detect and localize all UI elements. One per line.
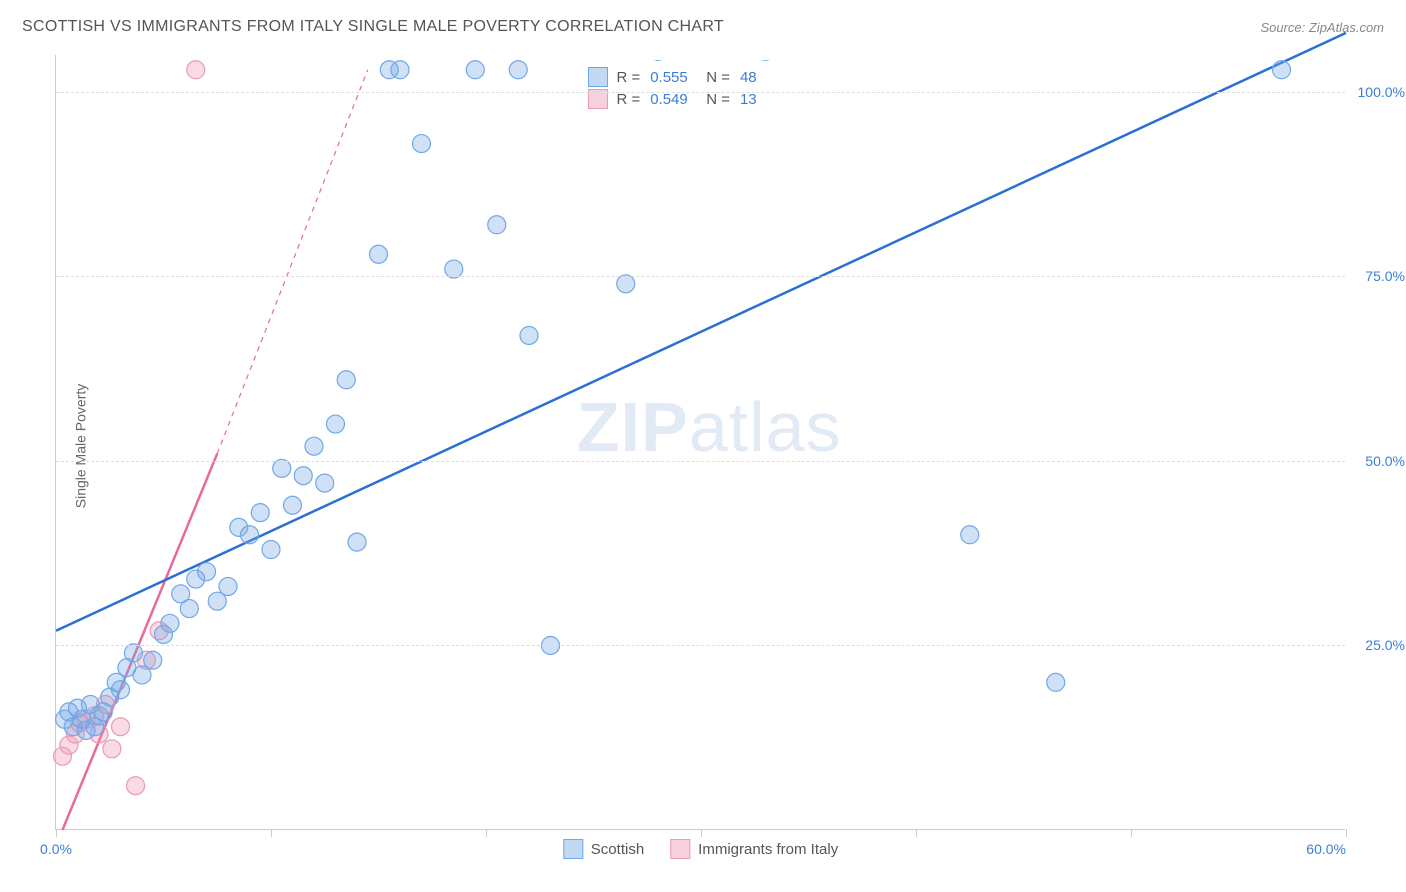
legend-bottom-item: Immigrants from Italy (670, 839, 838, 859)
xtick (271, 829, 272, 837)
point-scottish (466, 61, 484, 79)
point-scottish (219, 577, 237, 595)
point-scottish (294, 467, 312, 485)
chart-title: SCOTTISH VS IMMIGRANTS FROM ITALY SINGLE… (22, 18, 724, 36)
point-italy (103, 740, 121, 758)
point-scottish (124, 644, 142, 662)
point-italy (187, 61, 205, 79)
point-scottish (305, 437, 323, 455)
point-scottish (316, 474, 334, 492)
chart-container: SCOTTISH VS IMMIGRANTS FROM ITALY SINGLE… (0, 0, 1406, 892)
point-scottish (520, 326, 538, 344)
legend-top-row: R = 0.555 N = 48 (588, 67, 768, 87)
point-scottish (961, 526, 979, 544)
xtick (1346, 829, 1347, 837)
point-scottish (262, 541, 280, 559)
legend-top: R = 0.555 N = 48 R = 0.549 N = 13 (578, 61, 778, 117)
legend-r-value: 0.555 (650, 69, 698, 86)
xtick (486, 829, 487, 837)
source-label: Source: ZipAtlas.com (1260, 20, 1384, 35)
ytick-label: 100.0% (1358, 84, 1405, 100)
point-scottish (180, 600, 198, 618)
point-scottish (241, 526, 259, 544)
point-scottish (327, 415, 345, 433)
legend-n-value: 13 (740, 91, 768, 108)
legend-series-label: Immigrants from Italy (698, 841, 838, 858)
point-scottish (198, 563, 216, 581)
point-scottish (161, 614, 179, 632)
legend-series-label: Scottish (591, 841, 644, 858)
legend-n-value: 48 (740, 69, 768, 86)
regression-line-italy (62, 454, 217, 830)
point-italy (112, 718, 130, 736)
gridline-h (56, 92, 1345, 93)
point-scottish (337, 371, 355, 389)
legend-r-label: R = (616, 69, 640, 86)
point-scottish (509, 61, 527, 79)
ytick-label: 25.0% (1365, 637, 1405, 653)
legend-r-label: R = (616, 91, 640, 108)
point-scottish (488, 216, 506, 234)
point-scottish (617, 275, 635, 293)
point-scottish (391, 61, 409, 79)
legend-n-label: N = (706, 91, 730, 108)
point-scottish (1047, 673, 1065, 691)
ytick-label: 50.0% (1365, 453, 1405, 469)
point-scottish (273, 459, 291, 477)
xtick (1131, 829, 1132, 837)
gridline-h (56, 645, 1345, 646)
xtick-label: 0.0% (40, 841, 72, 857)
xtick (701, 829, 702, 837)
xtick-label: 60.0% (1306, 841, 1346, 857)
gridline-h (56, 461, 1345, 462)
point-scottish (144, 651, 162, 669)
regression-line-italy-dashed (217, 70, 368, 454)
point-scottish (445, 260, 463, 278)
xtick (56, 829, 57, 837)
point-scottish (251, 504, 269, 522)
legend-bottom-item: Scottish (563, 839, 644, 859)
legend-n-label: N = (706, 69, 730, 86)
point-scottish (284, 496, 302, 514)
plot-area: ZIPatlas R =0.555N =48R =0.549N =13 Scot… (55, 55, 1345, 830)
legend-bottom: Scottish Immigrants from Italy (563, 839, 838, 859)
legend-r-value: 0.549 (650, 91, 698, 108)
legend-swatch (588, 67, 608, 87)
point-scottish (348, 533, 366, 551)
point-italy (127, 777, 145, 795)
point-scottish (370, 245, 388, 263)
point-scottish (112, 681, 130, 699)
point-scottish (413, 135, 431, 153)
legend-swatch (563, 839, 583, 859)
legend-swatch (670, 839, 690, 859)
xtick (916, 829, 917, 837)
ytick-label: 75.0% (1365, 268, 1405, 284)
gridline-h (56, 276, 1345, 277)
chart-svg (56, 55, 1345, 829)
point-scottish (1273, 61, 1291, 79)
